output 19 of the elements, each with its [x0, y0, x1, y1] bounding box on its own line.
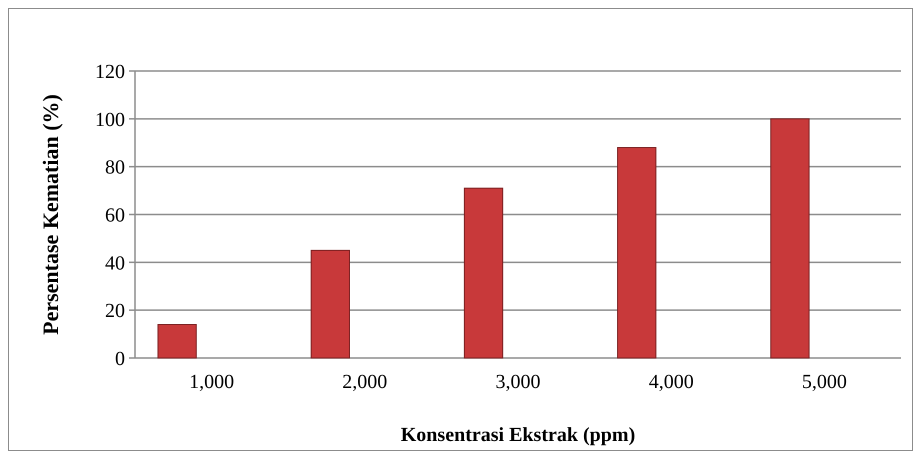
- bar: [310, 250, 350, 358]
- y-tick-label: 40: [105, 252, 125, 274]
- y-tick-label: 0: [115, 348, 125, 370]
- bar: [157, 324, 197, 358]
- y-tick-label: 80: [105, 156, 125, 179]
- y-tick-label: 20: [105, 300, 125, 322]
- x-tick-label: 3,000: [496, 371, 540, 393]
- x-tick-label: 1,000: [189, 371, 234, 393]
- x-tick-label: 5,000: [802, 371, 847, 393]
- y-tick-label: 60: [105, 204, 125, 226]
- x-tick-label: 2,000: [342, 371, 388, 393]
- bar: [617, 147, 656, 358]
- bar: [770, 118, 810, 358]
- y-axis-title: Persentase Kematian (%): [38, 94, 63, 335]
- x-axis-title: Konsentrasi Ekstrak (ppm): [400, 424, 636, 446]
- bar: [464, 188, 504, 358]
- y-tick-label: 100: [95, 108, 125, 131]
- x-tick-label: 4,000: [648, 371, 694, 393]
- y-tick-label: 120: [95, 61, 125, 83]
